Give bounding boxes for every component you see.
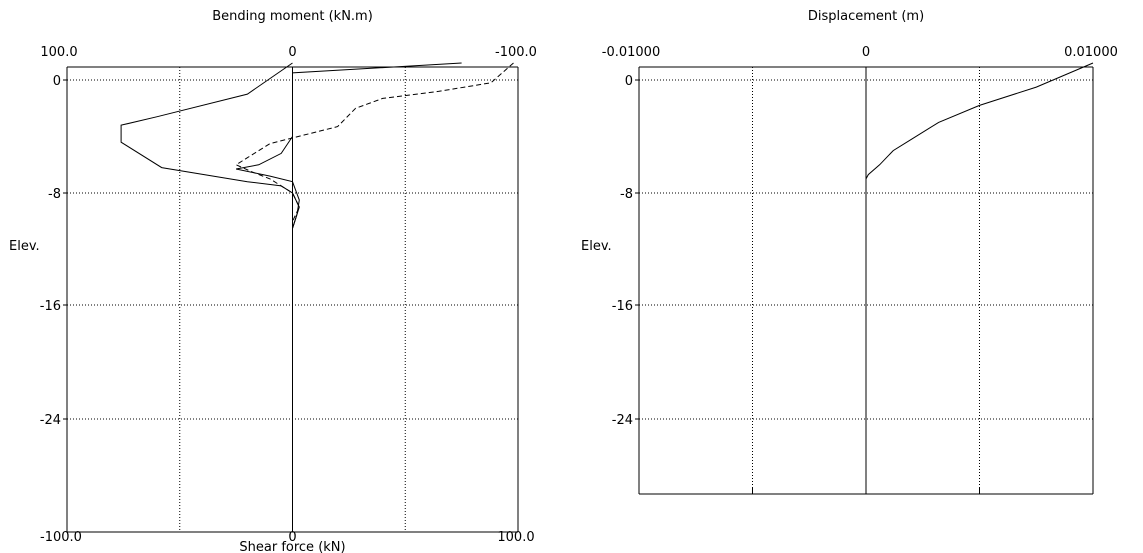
- y-tick-label: 0: [53, 74, 61, 89]
- series-line-2: [235, 62, 514, 222]
- y-tick-label: -8: [620, 187, 633, 202]
- y-tick-label: -8: [48, 187, 61, 202]
- series-line-1: [235, 62, 462, 229]
- bottom-tick-label: 0: [288, 530, 296, 545]
- bottom-axis-title: Shear force (kN): [239, 540, 345, 553]
- series-line-0: [120, 62, 300, 229]
- top-axis-title: Bending moment (kN.m): [212, 9, 373, 24]
- y-tick-label: 0: [625, 74, 633, 89]
- y-axis-label: Elev.: [9, 239, 40, 254]
- displacement-panel: 0 -8 -16 -24 Elev. Displacement (m) -0.01000 0 0…: [581, 9, 1118, 495]
- y-tick-label: -16: [612, 299, 633, 314]
- top-tick-label: -100.0: [495, 45, 537, 60]
- y-tick-label: -16: [40, 299, 61, 314]
- top-tick-label: -0.01000: [602, 45, 660, 60]
- bottom-tick-label: -100.0: [40, 530, 82, 545]
- top-axis-title: Displacement (m): [808, 9, 924, 24]
- series-line-0: [865, 62, 1094, 180]
- y-tick-label: -24: [612, 413, 633, 428]
- top-tick-label: 0: [862, 45, 870, 60]
- y-axis-label: Elev.: [581, 239, 612, 254]
- bending-moment-shear-force-panel: 0 -8 -16 -24 Elev. Bending moment (kN.m) 100.0…: [9, 9, 537, 553]
- y-tick-label: -24: [40, 413, 61, 428]
- top-tick-label: 0.01000: [1064, 45, 1118, 60]
- top-tick-label: 100.0: [40, 45, 77, 60]
- bottom-tick-label: 100.0: [497, 530, 534, 545]
- top-tick-label: 0: [288, 45, 296, 60]
